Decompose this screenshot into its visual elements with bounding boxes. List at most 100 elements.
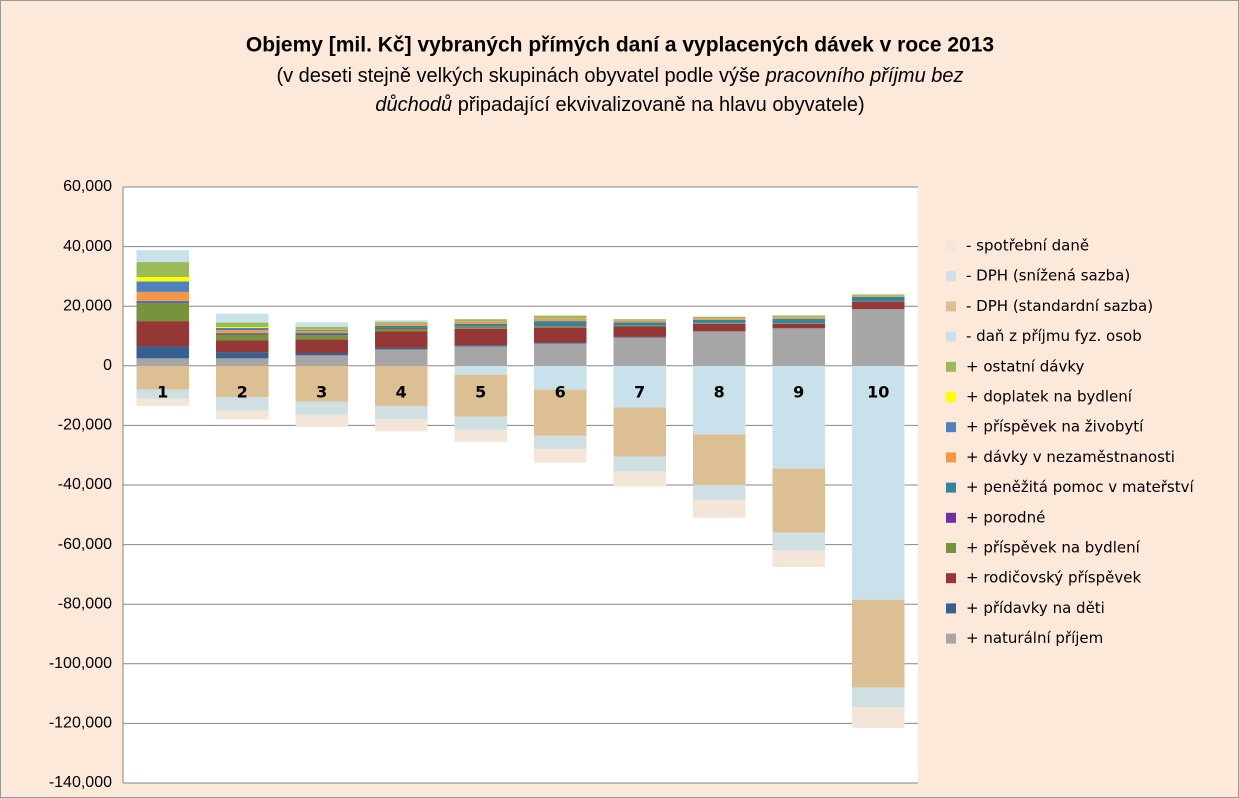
legend: - spotřební daně - DPH (snížená sazba) - D… [946,237,1195,647]
bar-segment [216,322,269,328]
legend-swatch [946,482,956,493]
subtitle-part: důchodů [375,94,452,116]
chart-subtitle: důchodů připadající ekvivalizovaně na hl… [375,94,864,116]
y-tick-label: 60,000 [63,178,112,195]
bar-segment [534,389,587,436]
category-label: 1 [157,382,168,401]
bar-segment [216,333,269,335]
legend-swatch [946,361,956,372]
bar-segment [534,435,587,450]
bar-segment [772,532,825,551]
bar-segment [216,397,269,411]
category-label: 10 [867,382,889,401]
bar-segment [534,321,587,326]
legend-label: - DPH (standardní sazba) [966,297,1153,315]
bar-segment [375,328,428,332]
y-tick-label: -100,000 [49,655,112,672]
legend-label: + dávky v nezaměstnanosti [966,448,1175,466]
bar-segment [375,327,428,329]
bar-segment [136,358,189,366]
category-label: 6 [555,382,566,401]
bar-segment [852,687,905,708]
legend-label: + ostatní dávky [966,357,1084,375]
bar-segment [295,322,348,327]
bar-segment [613,456,666,472]
bar-segment [216,327,269,328]
category-label: 8 [714,382,725,401]
bar-segment [375,331,428,348]
bar-segment [534,318,587,322]
bar-segment [534,327,587,343]
bar-segment [852,707,905,728]
bar-segment [693,434,746,485]
legend-label: + porodné [966,508,1045,526]
bar-segment [375,347,428,350]
bar-segment [216,333,269,334]
bar-segment [852,599,905,688]
bar-segment [295,355,348,366]
bar-segment [613,407,666,457]
bar-segment [136,302,189,304]
legend-label: + příspěvek na živobytí [966,418,1144,436]
bar-segment [613,320,666,323]
bar-segment [534,315,587,319]
bar-segment [375,349,428,366]
bar-segment [216,330,269,334]
bar-segment [454,321,507,324]
bar-segment [534,326,587,328]
bar-segment [454,328,507,346]
bar-segment [852,295,905,297]
legend-swatch [946,241,956,251]
legend-swatch [946,452,956,463]
bar-segment [534,449,587,463]
subtitle-part: (v deseti stejně velkých skupinách obyva… [276,65,765,87]
y-tick-label: -80,000 [58,595,112,612]
legend-label: + doplatek na bydlení [966,388,1133,406]
bar-segment [136,276,189,282]
bar-segment [295,330,348,334]
legend-label: - DPH (snížená sazba) [966,267,1130,285]
bar-segment [454,345,507,347]
bar-segment [693,319,746,323]
bar-segment [375,365,428,407]
bar-segment [375,325,428,328]
bar-segment [454,323,507,327]
y-tick-label: -60,000 [58,536,112,553]
bar-segment [136,281,189,292]
legend-swatch [946,603,956,614]
bar-segment [772,550,825,567]
legend-swatch [946,512,956,523]
legend-label: + naturální příjem [966,629,1103,647]
bar-segment [136,365,189,390]
y-tick-label: 20,000 [63,297,112,314]
bar-segment [454,374,507,417]
chart-title: Objemy [mil. Kč] vybraných přímých daní … [246,34,994,57]
bar-segment [693,365,746,435]
bar-segment [136,291,189,301]
bar-segment [136,303,189,322]
bar-segment [375,323,428,324]
subtitle-part: pracovního příjmu bez [765,65,964,87]
bar-segment [772,328,825,366]
bar-segment [613,336,666,338]
legend-swatch [946,573,956,584]
bar-segment [295,333,348,335]
bar-segment [295,365,348,402]
bar-segment [136,346,189,359]
legend-swatch [946,392,956,402]
category-label: 5 [475,382,486,401]
bar-segment [216,334,269,341]
bar-segment [772,317,825,319]
bar-segment [375,323,428,326]
bar-segment [295,339,348,353]
category-label: 4 [396,382,407,401]
bar-segment [295,352,348,356]
category-label: 2 [237,382,248,401]
bar-segment [772,468,825,533]
category-label: 9 [793,382,804,401]
legend-swatch [946,422,956,433]
bar-segment [136,262,189,277]
category-label: 3 [316,382,327,401]
bar-segment [454,429,507,442]
